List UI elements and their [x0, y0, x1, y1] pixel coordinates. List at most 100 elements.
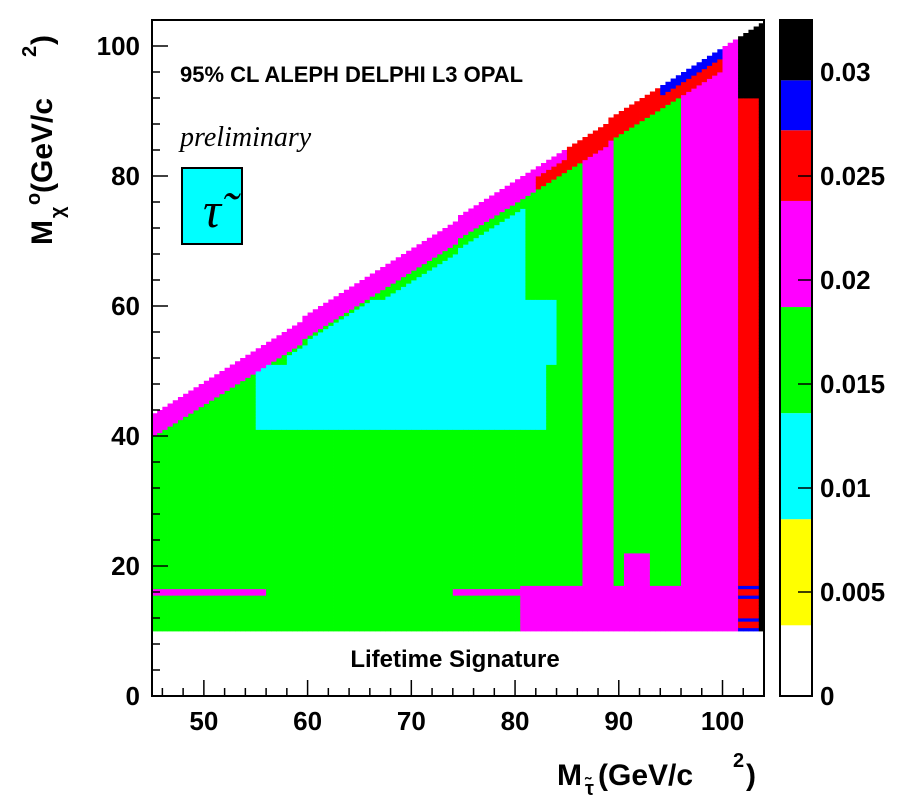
heat-cell — [209, 475, 215, 479]
heat-cell — [219, 468, 226, 473]
heat-cell — [359, 306, 366, 310]
heat-cell — [292, 371, 298, 375]
heat-cell — [162, 510, 168, 515]
heat-cell — [224, 514, 231, 518]
heat-cell — [307, 491, 314, 495]
heat-cell — [380, 416, 386, 421]
heat-cell — [167, 491, 174, 495]
heat-cell — [354, 624, 360, 629]
heat-cell — [354, 299, 360, 304]
heat-cell — [406, 325, 412, 330]
heat-cell — [172, 588, 179, 593]
heat-cell — [224, 445, 231, 450]
heat-cell — [276, 507, 283, 512]
heat-cell — [183, 504, 189, 508]
heat-cell — [349, 527, 355, 531]
heat-cell — [209, 510, 215, 515]
heat-cell — [406, 302, 412, 307]
heat-cell — [177, 416, 184, 421]
heat-cell — [343, 328, 350, 333]
heat-cell — [219, 497, 226, 502]
heat-cell — [198, 517, 205, 521]
heat-cell — [380, 306, 386, 310]
heat-cell — [271, 491, 277, 495]
heat-cell — [364, 614, 371, 619]
heat-cell — [281, 455, 288, 460]
heat-cell — [364, 468, 371, 473]
heat-cell — [234, 588, 241, 593]
heat-cell — [338, 598, 345, 603]
heat-cell — [297, 432, 303, 437]
heat-cell — [240, 595, 246, 599]
heat-cell — [292, 618, 298, 622]
heat-cell — [375, 309, 381, 313]
heat-cell — [385, 299, 391, 304]
heat-cell — [152, 592, 158, 596]
heat-cell — [193, 507, 200, 512]
heat-cell — [281, 406, 288, 411]
heat-cell — [390, 351, 397, 356]
heat-cell — [328, 358, 334, 362]
heat-cell — [349, 299, 355, 304]
heat-cell — [338, 520, 345, 525]
heat-cell — [203, 608, 210, 612]
heat-cell — [343, 322, 350, 326]
heat-cell — [323, 364, 329, 369]
heat-cell — [266, 452, 272, 456]
heat-cell — [152, 523, 158, 528]
heat-cell — [229, 452, 236, 456]
heat-cell — [209, 585, 215, 590]
heat-cell — [343, 387, 350, 391]
heat-cell — [245, 419, 251, 424]
heat-cell — [162, 614, 168, 619]
heat-cell — [375, 397, 381, 401]
heat-cell — [416, 514, 423, 518]
heat-cell — [193, 621, 200, 625]
heat-cell — [193, 452, 200, 456]
heat-cell — [421, 449, 428, 453]
heat-cell — [152, 416, 158, 421]
heat-cell — [369, 319, 376, 323]
heat-cell — [312, 315, 319, 320]
heat-cell — [234, 390, 241, 395]
heat-cell — [203, 575, 210, 580]
heat-cell — [152, 432, 158, 437]
heat-cell — [395, 429, 402, 434]
heat-cell — [369, 341, 376, 346]
heat-cell — [426, 491, 433, 495]
heat-cell — [338, 527, 345, 531]
heat-cell — [343, 546, 350, 551]
heat-cell — [219, 585, 226, 590]
heat-cell — [343, 319, 350, 323]
heat-cell — [390, 556, 397, 560]
heat-cell — [354, 364, 360, 369]
heat-cell — [152, 458, 158, 463]
heat-cell — [354, 497, 360, 502]
heat-cell — [411, 345, 417, 349]
heat-cell — [229, 462, 236, 466]
heat-cell — [271, 530, 277, 534]
heat-cell — [250, 582, 257, 586]
heat-cell — [255, 449, 262, 453]
heat-cell — [406, 289, 412, 294]
heat-cell — [375, 562, 381, 567]
heat-cell — [333, 455, 340, 460]
heat-cell — [385, 501, 391, 505]
heat-cell — [416, 468, 423, 473]
heat-cell — [255, 393, 262, 398]
heat-cell — [177, 514, 184, 518]
heat-cell — [375, 351, 381, 356]
heat-cell — [359, 601, 366, 606]
heat-cell — [281, 494, 288, 499]
heat-cell — [400, 260, 407, 265]
heat-cell — [317, 445, 324, 450]
heat-cell — [271, 605, 277, 609]
heat-cell — [224, 579, 231, 583]
heat-cell — [400, 390, 407, 395]
heat-cell — [406, 312, 412, 317]
heat-cell — [302, 406, 308, 411]
heat-cell — [395, 283, 402, 287]
heat-cell — [229, 426, 236, 430]
heat-cell — [292, 465, 298, 469]
heat-cell — [229, 553, 236, 557]
